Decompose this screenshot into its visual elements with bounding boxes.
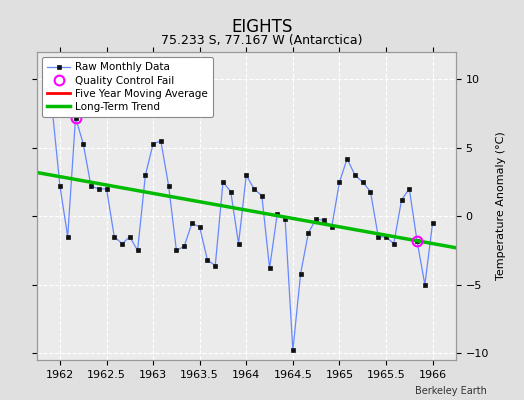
- Raw Monthly Data: [398, 198, 405, 202]
- Raw Monthly Data: [166, 184, 172, 188]
- Raw Monthly Data: [344, 156, 351, 161]
- Raw Monthly Data: [390, 241, 397, 246]
- Line: Raw Monthly Data: Raw Monthly Data: [50, 108, 434, 352]
- Raw Monthly Data: [235, 241, 242, 246]
- Raw Monthly Data: [266, 266, 272, 271]
- Raw Monthly Data: [49, 107, 56, 112]
- Raw Monthly Data: [406, 186, 412, 191]
- Raw Monthly Data: [80, 141, 86, 146]
- Raw Monthly Data: [329, 225, 335, 230]
- Raw Monthly Data: [158, 138, 164, 143]
- Raw Monthly Data: [181, 244, 187, 249]
- Raw Monthly Data: [367, 189, 374, 194]
- Raw Monthly Data: [383, 234, 389, 239]
- Raw Monthly Data: [227, 189, 234, 194]
- Raw Monthly Data: [313, 217, 319, 222]
- Raw Monthly Data: [321, 218, 327, 223]
- Raw Monthly Data: [298, 271, 304, 276]
- Raw Monthly Data: [220, 180, 226, 184]
- Raw Monthly Data: [173, 248, 180, 253]
- Raw Monthly Data: [150, 141, 156, 146]
- Raw Monthly Data: [111, 234, 117, 239]
- Quality Control Fail: [49, 107, 56, 112]
- Raw Monthly Data: [127, 234, 133, 239]
- Raw Monthly Data: [96, 186, 102, 191]
- Legend: Raw Monthly Data, Quality Control Fail, Five Year Moving Average, Long-Term Tren: Raw Monthly Data, Quality Control Fail, …: [42, 57, 213, 117]
- Raw Monthly Data: [430, 221, 436, 226]
- Raw Monthly Data: [375, 234, 381, 239]
- Y-axis label: Temperature Anomaly (°C): Temperature Anomaly (°C): [496, 132, 506, 280]
- Raw Monthly Data: [103, 186, 110, 191]
- Raw Monthly Data: [352, 173, 358, 178]
- Raw Monthly Data: [282, 217, 288, 222]
- Raw Monthly Data: [422, 282, 428, 287]
- Raw Monthly Data: [414, 238, 420, 243]
- Quality Control Fail: [72, 115, 79, 120]
- Raw Monthly Data: [290, 348, 296, 353]
- Raw Monthly Data: [142, 173, 148, 178]
- Raw Monthly Data: [204, 258, 211, 262]
- Raw Monthly Data: [336, 180, 343, 184]
- Raw Monthly Data: [119, 241, 125, 246]
- Text: EIGHTS: EIGHTS: [231, 18, 293, 36]
- Raw Monthly Data: [88, 184, 94, 188]
- Raw Monthly Data: [135, 248, 141, 253]
- Raw Monthly Data: [212, 263, 219, 268]
- Text: 75.233 S, 77.167 W (Antarctica): 75.233 S, 77.167 W (Antarctica): [161, 34, 363, 47]
- Raw Monthly Data: [189, 221, 195, 226]
- Raw Monthly Data: [251, 186, 257, 191]
- Raw Monthly Data: [274, 211, 280, 216]
- Raw Monthly Data: [196, 225, 203, 230]
- Raw Monthly Data: [72, 115, 79, 120]
- Raw Monthly Data: [64, 234, 71, 239]
- Text: Berkeley Earth: Berkeley Earth: [416, 386, 487, 396]
- Raw Monthly Data: [305, 230, 312, 235]
- Raw Monthly Data: [359, 180, 366, 184]
- Raw Monthly Data: [57, 184, 63, 188]
- Line: Quality Control Fail: Quality Control Fail: [47, 105, 80, 122]
- Raw Monthly Data: [243, 173, 249, 178]
- Raw Monthly Data: [259, 193, 265, 198]
